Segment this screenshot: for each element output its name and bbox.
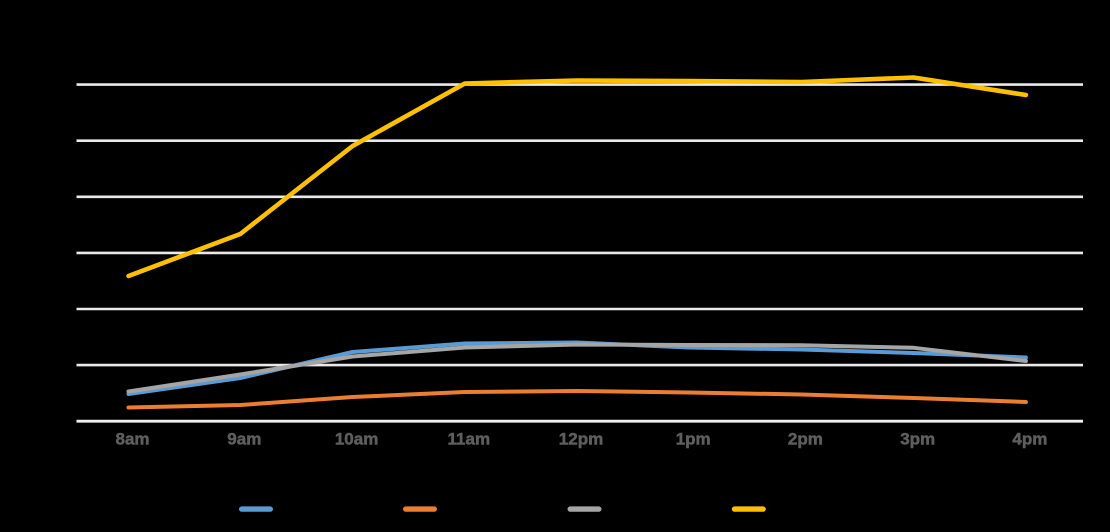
svg-text:4pm: 4pm <box>1012 430 1047 449</box>
svg-text:1pm: 1pm <box>676 430 711 449</box>
svg-text:3pm: 3pm <box>900 430 935 449</box>
svg-text:10am: 10am <box>335 430 378 449</box>
svg-text:8am: 8am <box>115 430 149 449</box>
svg-text:11am: 11am <box>448 430 491 449</box>
svg-text:12pm: 12pm <box>559 430 603 449</box>
svg-text:2pm: 2pm <box>788 430 823 449</box>
svg-text:9am: 9am <box>227 430 261 449</box>
